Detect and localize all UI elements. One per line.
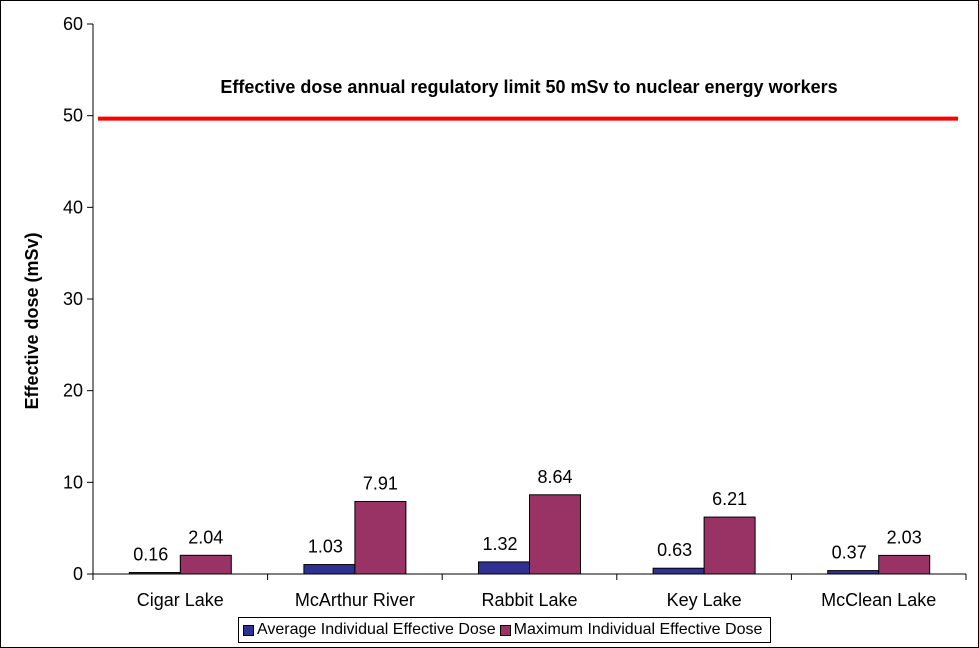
bar-average bbox=[652, 567, 705, 575]
regulatory-limit-label: Effective dose annual regulatory limit 5… bbox=[220, 77, 837, 97]
legend-item: Average Individual Effective Dose bbox=[243, 621, 496, 639]
data-label: 8.64 bbox=[537, 467, 572, 487]
bar-average bbox=[128, 572, 181, 575]
data-label: 0.16 bbox=[133, 545, 168, 565]
data-label: 6.21 bbox=[712, 489, 747, 509]
data-label: 2.03 bbox=[887, 527, 922, 547]
y-axis-ticks: 0 10 20 30 40 50 60 bbox=[63, 14, 93, 584]
reference-line-group: Effective dose annual regulatory limit 5… bbox=[98, 77, 958, 121]
category-label: Cigar Lake bbox=[137, 590, 224, 610]
bar-maximum bbox=[179, 554, 232, 575]
category-labels: Cigar Lake McArthur River Rabbit Lake Key L… bbox=[92, 574, 967, 610]
category-label: McArthur River bbox=[295, 590, 415, 610]
data-label: 1.32 bbox=[482, 534, 517, 554]
legend-label: Maximum Individual Effective Dose bbox=[513, 621, 763, 638]
data-label: 0.37 bbox=[832, 543, 867, 563]
bars bbox=[128, 494, 931, 575]
legend: Average Individual Effective Dose Maximum… bbox=[238, 617, 772, 643]
category-label: Key Lake bbox=[667, 590, 742, 610]
category-label: Rabbit Lake bbox=[481, 590, 577, 610]
y-tick-label: 50 bbox=[63, 106, 83, 126]
y-tick-label: 30 bbox=[63, 289, 83, 309]
y-axis-title: Effective dose (mSv) bbox=[22, 232, 42, 409]
bar-maximum bbox=[703, 516, 756, 575]
bar-average bbox=[478, 561, 530, 575]
data-label: 1.03 bbox=[308, 537, 343, 557]
bar-maximum bbox=[529, 494, 581, 575]
bar-maximum bbox=[354, 500, 407, 575]
y-tick-label: 60 bbox=[63, 14, 83, 34]
y-tick-label: 10 bbox=[63, 472, 83, 492]
bar-maximum bbox=[878, 554, 931, 575]
legend-label: Average Individual Effective Dose bbox=[257, 621, 496, 638]
legend-swatch bbox=[243, 624, 254, 636]
y-tick-label: 0 bbox=[73, 564, 83, 584]
y-tick-label: 40 bbox=[63, 197, 83, 217]
axes bbox=[92, 24, 966, 575]
legend-item: Maximum Individual Effective Dose bbox=[499, 621, 763, 639]
bar-average bbox=[827, 570, 880, 575]
data-labels: 0.16 2.04 1.03 7.91 1.32 8.64 0.63 6.21 0.37 2.03 bbox=[133, 467, 921, 565]
data-label: 2.04 bbox=[188, 527, 223, 547]
bar-average bbox=[303, 564, 356, 575]
category-label: McClean Lake bbox=[821, 590, 936, 610]
data-label: 0.63 bbox=[657, 540, 692, 560]
data-label: 7.91 bbox=[363, 473, 398, 493]
legend-swatch bbox=[499, 624, 511, 636]
y-tick-label: 20 bbox=[63, 381, 83, 401]
